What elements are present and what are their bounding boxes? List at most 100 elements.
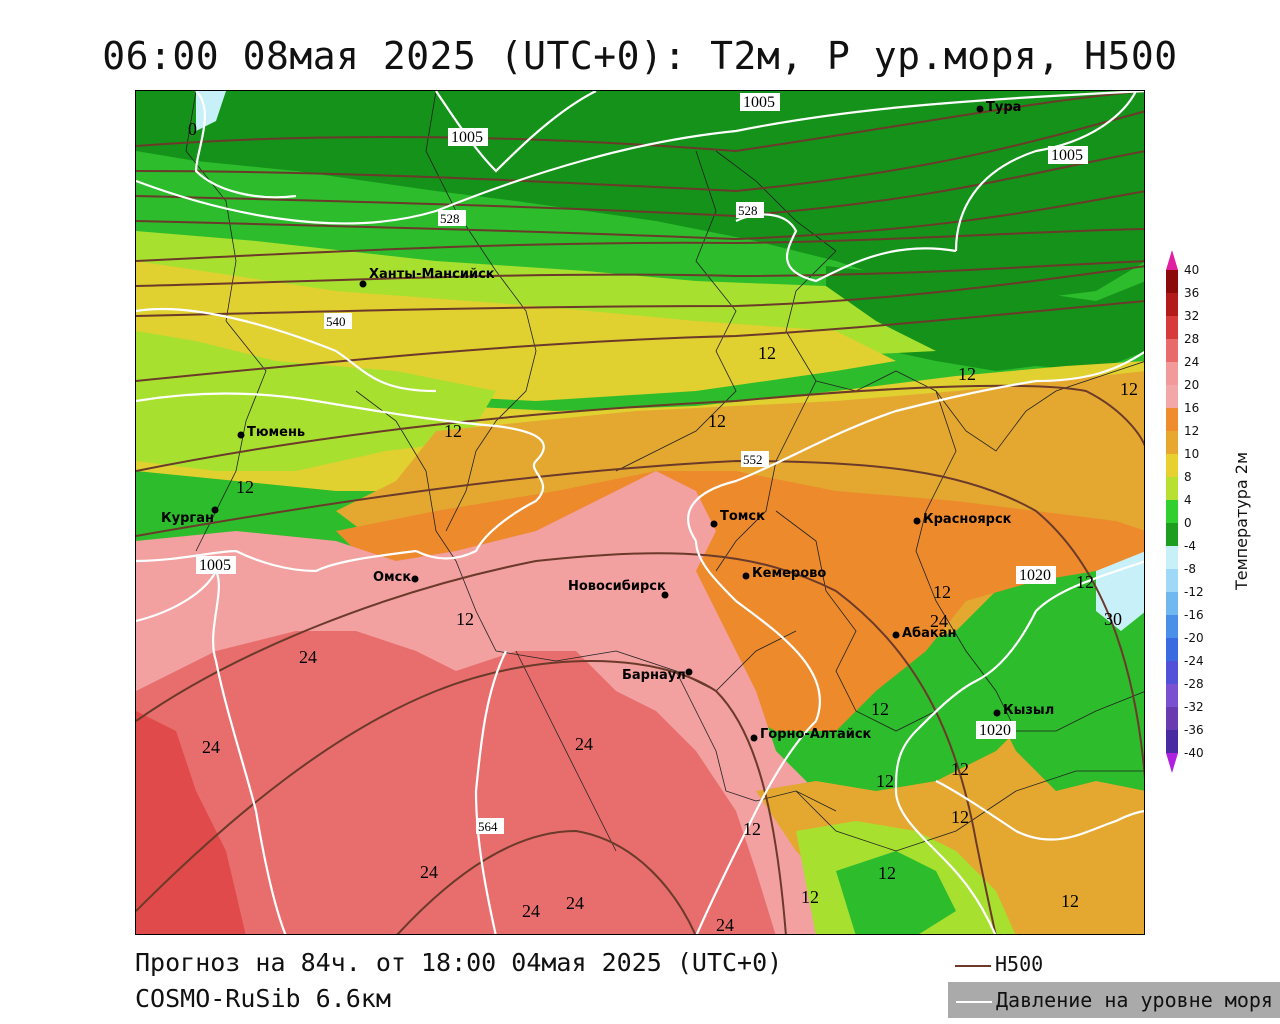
city-tura: Тура xyxy=(976,100,1021,115)
colorbar-tick-label: 16 xyxy=(1184,401,1199,415)
svg-text:Тюмень: Тюмень xyxy=(247,425,305,440)
svg-text:12: 12 xyxy=(743,819,761,839)
h500-label: 528 xyxy=(736,202,764,218)
pressure-label: 1005 xyxy=(448,128,488,146)
region-borders xyxy=(185,91,1144,852)
pressure-label: 1020 xyxy=(1016,566,1056,584)
svg-text:552: 552 xyxy=(743,452,763,467)
svg-text:Красноярск: Красноярск xyxy=(923,512,1012,527)
city-tyumen: Тюмень xyxy=(237,425,305,440)
colorbar-segment xyxy=(1166,546,1178,569)
h500-label: 540 xyxy=(324,313,352,329)
colorbar-segment xyxy=(1166,569,1178,592)
city-gorno-altaysk: Горно-Алтайск xyxy=(750,727,872,742)
svg-text:24: 24 xyxy=(299,647,317,667)
svg-text:Курган: Курган xyxy=(161,511,214,526)
colorbar-segment xyxy=(1166,477,1178,500)
colorbar-tick-label: -28 xyxy=(1184,677,1204,691)
pressure-isobars xyxy=(136,91,1144,934)
colorbar-tick-label: -16 xyxy=(1184,608,1204,622)
city-barnaul: Барнаул xyxy=(622,668,693,683)
svg-text:Тура: Тура xyxy=(986,100,1021,115)
colorbar-segment xyxy=(1166,615,1178,638)
pressure-label: 1020 xyxy=(976,721,1016,739)
svg-text:12: 12 xyxy=(1076,572,1094,592)
svg-text:12: 12 xyxy=(951,807,969,827)
svg-text:564: 564 xyxy=(478,819,498,834)
colorbar-tick-label: 32 xyxy=(1184,309,1199,323)
city-markers: Тура Ханты-Мансийск Тюмень Курган Омск Т… xyxy=(161,100,1054,742)
svg-text:12: 12 xyxy=(444,421,462,441)
svg-text:1005: 1005 xyxy=(199,557,231,574)
svg-text:12: 12 xyxy=(958,364,976,384)
svg-text:Ханты-Мансийск: Ханты-Мансийск xyxy=(369,267,495,282)
model-info: COSMO-RuSib 6.6км xyxy=(135,984,391,1013)
colorbar-tick-label: 0 xyxy=(1184,516,1192,530)
colorbar-tick-label: -20 xyxy=(1184,631,1204,645)
city-kemerovo: Кемерово xyxy=(742,566,826,581)
svg-text:12: 12 xyxy=(1120,379,1138,399)
legend-h500: H500 xyxy=(955,952,1043,976)
svg-text:0: 0 xyxy=(188,119,197,139)
h500-label: 552 xyxy=(741,451,769,467)
pressure-label: 1005 xyxy=(196,556,236,574)
svg-text:24: 24 xyxy=(930,611,948,631)
svg-text:528: 528 xyxy=(440,211,460,226)
h500-contours xyxy=(136,91,1144,934)
svg-text:Новосибирск: Новосибирск xyxy=(568,579,666,594)
svg-text:12: 12 xyxy=(933,582,951,602)
city-kyzyl: Кызыл xyxy=(993,703,1054,718)
colorbar-bottom-arrow xyxy=(1166,753,1178,773)
colorbar-tick-label: -8 xyxy=(1184,562,1196,576)
colorbar-tick-label: -32 xyxy=(1184,700,1204,714)
colorbar-tick-label: -12 xyxy=(1184,585,1204,599)
colorbar-segment xyxy=(1166,523,1178,546)
svg-text:12: 12 xyxy=(456,609,474,629)
svg-text:12: 12 xyxy=(758,343,776,363)
city-tomsk: Томск xyxy=(710,509,765,528)
map-labels: 1005 1005 1005 1005 1020 1020 528 528 54… xyxy=(161,93,1138,934)
svg-text:24: 24 xyxy=(575,734,593,754)
city-omsk: Омск xyxy=(373,570,419,585)
colorbar-tick-label: 20 xyxy=(1184,378,1199,392)
svg-text:12: 12 xyxy=(1061,891,1079,911)
temperature-colorbar: 40 36 32 28 24 20 16 12 10 8 4 0 -4 -8 -12 -16 -20 -24 -28… xyxy=(1162,248,1252,783)
svg-text:1020: 1020 xyxy=(979,722,1011,739)
colorbar-svg: 403632282420161210840-4-8-12-16-20-24-28… xyxy=(1166,250,1204,773)
temperature-labels: 0 12 12 12 12 12 12 12 12 12 12 12 12 12… xyxy=(188,119,1138,934)
colorbar-segment xyxy=(1166,661,1178,684)
svg-text:12: 12 xyxy=(951,759,969,779)
svg-text:24: 24 xyxy=(566,893,584,913)
colorbar-title: Температура 2м xyxy=(1232,451,1251,590)
svg-text:12: 12 xyxy=(876,771,894,791)
svg-text:540: 540 xyxy=(326,314,346,329)
svg-text:1005: 1005 xyxy=(1051,147,1083,164)
legend-h500-swatch xyxy=(955,964,991,967)
svg-text:Абакан: Абакан xyxy=(902,626,957,641)
city-kurgan: Курган xyxy=(161,506,219,526)
svg-text:Томск: Томск xyxy=(720,509,765,524)
colorbar-tick-label: 40 xyxy=(1184,263,1199,277)
colorbar-segment xyxy=(1166,316,1178,339)
colorbar-segment xyxy=(1166,707,1178,730)
colorbar-segment xyxy=(1166,730,1178,753)
city-novosibirsk: Новосибирск xyxy=(568,579,669,599)
svg-text:24: 24 xyxy=(420,862,438,882)
colorbar-segment xyxy=(1166,339,1178,362)
svg-text:1020: 1020 xyxy=(1019,567,1051,584)
pressure-label: 1005 xyxy=(1048,146,1088,164)
svg-text:Омск: Омск xyxy=(373,570,411,585)
legend-pressure-swatch xyxy=(956,1000,992,1003)
colorbar-segment xyxy=(1166,293,1178,316)
svg-text:24: 24 xyxy=(202,737,220,757)
temp-zone-altai-darkgreen xyxy=(836,851,956,934)
pressure-label: 1005 xyxy=(740,93,780,111)
colorbar-segment xyxy=(1166,362,1178,385)
svg-text:12: 12 xyxy=(236,477,254,497)
city-krasnoyarsk: Красноярск xyxy=(913,512,1012,527)
svg-text:30: 30 xyxy=(1104,609,1122,629)
colorbar-tick-label: 8 xyxy=(1184,470,1192,484)
svg-text:Кызыл: Кызыл xyxy=(1003,703,1054,718)
svg-text:528: 528 xyxy=(738,203,758,218)
map-title: 06:00 08мая 2025 (UTC+0): Т2м, Р ур.моря… xyxy=(102,34,1178,78)
